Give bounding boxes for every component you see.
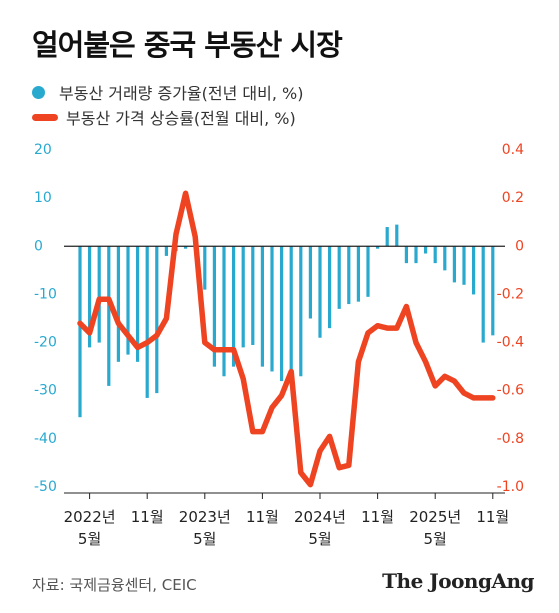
y-right-tick-label: 0.2 [502,190,524,206]
volume-bar [366,246,370,297]
volume-bar [385,227,389,247]
volume-bar [232,246,236,367]
y-left-tick-label: 0 [34,238,43,254]
y-right-tick-label: -0.8 [497,431,524,447]
y-right-tick-label: 0.4 [502,142,524,158]
volume-bar [164,246,168,256]
volume-bar [404,246,408,264]
volume-bar [107,246,111,386]
x-tick-label: 11월 [246,508,279,526]
publisher-logo: The JoongAng [382,569,534,593]
y-left-tick-label: -40 [34,431,57,447]
y-right-tick-label: -1.0 [497,479,524,495]
volume-bar [270,246,274,372]
x-tick-label: 2024년 [294,508,346,526]
volume-bar [136,246,140,362]
legend-swatch-price [32,113,58,121]
y-right-tick-label: -0.6 [497,383,524,399]
x-tick-label: 11월 [476,508,509,526]
volume-bar [260,246,264,367]
volume-bar [356,246,360,302]
legend-swatch-volume [32,85,45,99]
volume-bar [251,246,255,345]
volume-bar [97,246,101,343]
x-tick-label: 5월 [424,530,447,548]
volume-bar [212,246,216,367]
y-left-tick-label: 20 [34,142,52,158]
volume-bar [347,246,351,305]
x-tick-label: 11월 [131,508,164,526]
y-right-tick-label: 0 [515,238,524,254]
volume-bar [203,246,207,290]
volume-bar [78,246,82,418]
volume-bar [424,246,428,254]
volume-bar [472,246,476,295]
volume-bar [395,224,399,247]
legend-label-volume: 부동산 거래량 증가율(전년 대비, %) [59,84,304,103]
legend-item-price: 부동산 가격 상승률(전월 대비, %) [32,105,296,129]
chart-title: 얼어붙은 중국 부동산 시장 [32,28,343,62]
volume-bar [491,246,495,336]
volume-bar [222,246,226,377]
volume-bar [414,246,418,264]
volume-bar [184,246,188,249]
volume-bar [462,246,466,285]
volume-bar [241,246,245,348]
x-tick-label: 11월 [361,508,394,526]
volume-bar [443,246,447,271]
volume-bar [328,246,332,329]
price-line [77,190,496,488]
y-left-tick-label: -10 [34,286,57,302]
volume-bar [433,246,437,264]
volume-bar [126,246,130,355]
x-tick-label: 2023년 [179,508,231,526]
volume-bar [145,246,149,398]
x-tick-label: 2022년 [64,508,116,526]
volume-bar [318,246,322,338]
volume-bar [308,246,312,319]
volume-bar [116,246,120,362]
y-right-tick-label: -0.2 [497,286,524,302]
legend-item-volume: 부동산 거래량 증가율(전년 대비, %) [32,80,303,104]
x-tick-label: 5월 [78,530,101,548]
volume-bar [452,246,456,283]
y-left-tick-label: 10 [34,190,52,206]
volume-bar [376,246,380,249]
volume-bar [299,246,303,377]
volume-bar [337,246,341,309]
source-note: 자료: 국제금융센터, CEIC [32,576,197,594]
volume-bar [88,246,92,348]
y-right-tick-label: -0.4 [497,335,524,351]
volume-bar [280,246,284,382]
x-tick-label: 5월 [193,530,216,548]
volume-bar [289,246,293,382]
legend-label-price: 부동산 가격 상승률(전월 대비, %) [66,109,296,128]
y-left-tick-label: -30 [34,383,57,399]
volume-bar [481,246,485,343]
x-tick-label: 2025년 [409,508,461,526]
y-left-tick-label: -50 [34,479,57,495]
y-left-tick-label: -20 [34,335,57,351]
x-tick-label: 5월 [308,530,331,548]
volume-bar [155,246,159,394]
